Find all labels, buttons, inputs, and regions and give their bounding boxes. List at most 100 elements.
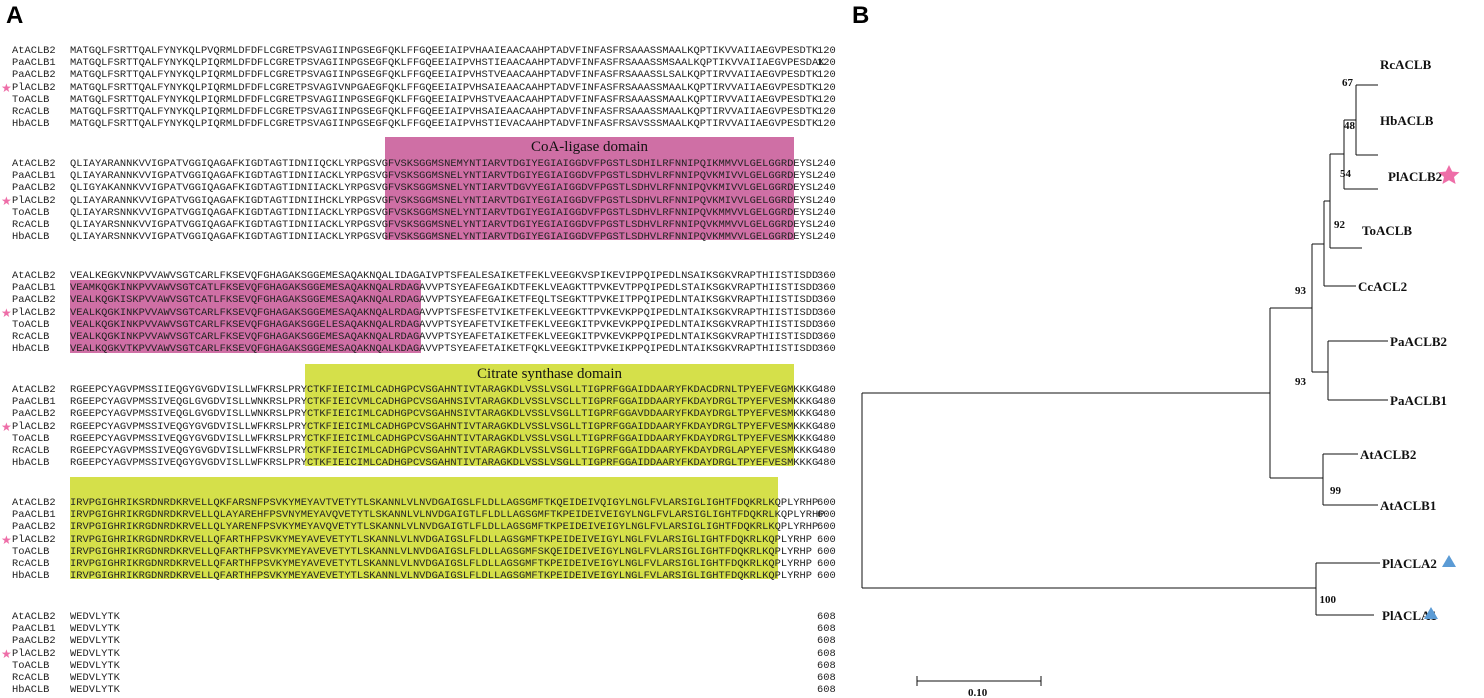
position-number: 240	[817, 206, 836, 219]
panel-label-b: B	[852, 2, 870, 29]
sequence-name: PaACLB1	[12, 623, 56, 636]
sequence-name: RcACLB	[12, 106, 50, 118]
position-number: 600	[817, 521, 836, 534]
sequence-name: PaACLB1	[12, 282, 56, 295]
sequence-name: ToACLB	[12, 206, 50, 219]
sequence-name: AtACLB2	[12, 270, 56, 282]
position-number: 120	[817, 93, 836, 106]
sequence-name: AtACLB2	[12, 497, 56, 509]
leaf-label: PlACLB2	[1388, 169, 1442, 184]
sequence-name: AtACLB2	[12, 45, 56, 57]
sequence-name: HbACLB	[12, 684, 50, 697]
bootstrap-value: 93	[1295, 285, 1307, 297]
sequence-row: VEALKQGKVTKPVVAWVSGTCARLFKSEVQFGHAGAKSGG…	[70, 343, 819, 356]
sequence-name: RcACLB	[12, 445, 50, 457]
sequence-name: PaACLB2	[12, 182, 56, 195]
sequence-row: IRVPGIGHRIKRGDNRDKRVELLQFARTHFPSVKYMEYAV…	[70, 533, 813, 546]
sequence-name: PlACLB2	[12, 306, 56, 319]
sequence-name: ToACLB	[12, 659, 50, 672]
sequence-row: MATGQLFSRTTQALFYNYKQLPIQRMLDFDFLCGRETPSV…	[70, 106, 819, 118]
position-number: 480	[817, 432, 836, 445]
sequence-name: PaACLB2	[12, 635, 56, 648]
star-icon	[1438, 165, 1460, 184]
sequence-name: RcACLB	[12, 219, 50, 231]
leaf-label: AtACLB1	[1380, 498, 1436, 513]
star-icon: ★	[1, 80, 12, 95]
leaf-label: CcACL2	[1358, 279, 1407, 294]
sequence-row: WEDVLYTK	[70, 623, 120, 636]
sequence-name: PlACLB2	[12, 420, 56, 433]
citrate-synthase-domain-box-2	[70, 477, 778, 579]
sequence-row: VEALKQGKISKPVVAWVSGTCATLFKSEVQFGHAGAKSGG…	[70, 294, 819, 307]
position-number: 240	[817, 182, 836, 195]
position-number: 480	[817, 408, 836, 421]
sequence-row: QLIAYARANNKVVIGPATVGGIQAGAFKIGDTAGTIDNII…	[70, 158, 819, 170]
sequence-row: MATGQLFSRTTQALFYNYKQLPIQRMLDFDFLCGRETPSV…	[70, 93, 819, 106]
bootstrap-value: 67	[1342, 77, 1354, 89]
position-number: 360	[817, 306, 836, 319]
sequence-name: ToACLB	[12, 93, 50, 106]
position-number: 120	[817, 118, 836, 131]
position-number: 240	[817, 158, 836, 170]
scale-bar-label: 0.10	[968, 687, 988, 698]
sequence-name: ToACLB	[12, 432, 50, 445]
bootstrap-value: 93	[1295, 376, 1307, 388]
sequence-name: ToACLB	[12, 545, 50, 558]
sequence-row: WEDVLYTK	[70, 611, 120, 623]
sequence-name: AtACLB2	[12, 611, 56, 623]
position-number: 480	[817, 457, 836, 470]
sequence-name: HbACLB	[12, 231, 50, 244]
sequence-row: WEDVLYTK	[70, 647, 120, 660]
sequence-row: QLIAYARANNKVVIGPATVGGIQAGAFKIGDTAGTIDNII…	[70, 194, 819, 207]
sequence-row: VEALKQGKINKPVVAWVSGTCARLFKSEVQFGHAGAKSGG…	[70, 306, 819, 319]
position-number: 600	[817, 570, 836, 583]
sequence-name: PaACLB2	[12, 294, 56, 307]
sequence-row: QLIAYARANNKVVIGPATVGGIQAGAFKIGDTAGTIDNII…	[70, 170, 819, 183]
sequence-row: IRVPGIGHRIKRGDNRDKRVELLQFARTHFPSVKYMEYAV…	[70, 558, 813, 570]
position-number: 608	[817, 623, 836, 636]
star-icon: ★	[1, 646, 12, 661]
position-number: 608	[817, 684, 836, 697]
sequence-row: MATGQLFSRTTQALFYNYKQLPIQRMLDFDFLCGRETPSV…	[70, 57, 825, 70]
star-icon: ★	[1, 419, 12, 434]
position-number: 120	[817, 69, 836, 82]
sequence-name: RcACLB	[12, 331, 50, 343]
sequence-row: IRVPGIGHRIKRGDNRDKRVELLQFARTHFPSVKYMEYAV…	[70, 545, 813, 558]
position-number: 608	[817, 611, 836, 623]
citrate-synthase-domain-box-1	[305, 364, 794, 466]
bootstrap-value: 48	[1344, 120, 1356, 132]
leaf-label: RcACLB	[1380, 57, 1432, 72]
position-number: 608	[817, 635, 836, 648]
sequence-row: MATGQLFSRTTQALFYNYKQLPIQRMLDFDFLCGRETPSV…	[70, 118, 819, 131]
sequence-row: IRVPGIGHRIKRGDNRDKRVELLQLAYAREHFPSVNYMEY…	[70, 509, 825, 522]
coa-ligase-domain-box-1	[385, 137, 794, 240]
position-number: 120	[817, 45, 836, 57]
sequence-name: PlACLB2	[12, 647, 56, 660]
sequence-name: PaACLB2	[12, 408, 56, 421]
sequence-row: MATGQLFSRTTQALFYNYKQLPIQRMLDFDFLCGRETPSV…	[70, 69, 819, 82]
sequence-name: PaACLB2	[12, 69, 56, 82]
sequence-row: RGEEPCYAGVPMSSIVEQGYGVGDVISLLWFKRSLPRYCT…	[70, 445, 819, 457]
position-number: 480	[817, 384, 836, 396]
position-number: 608	[817, 647, 836, 660]
position-number: 360	[817, 294, 836, 307]
leaf-label: PaACLB2	[1390, 334, 1447, 349]
position-number: 240	[817, 219, 836, 231]
sequence-name: HbACLB	[12, 118, 50, 131]
sequence-name: HbACLB	[12, 457, 50, 470]
position-number: 360	[817, 282, 836, 295]
sequence-row: MATGQLFSRTTQALFYNYKQLPIQRMLDFDFLCGRETPSV…	[70, 81, 819, 94]
leaf-label: PaACLB1	[1390, 393, 1447, 408]
star-icon: ★	[1, 193, 12, 208]
position-number: 480	[817, 396, 836, 409]
sequence-row: RGEEPCYAGVPMSSIVEQGYGVGDVISLLWFKRSLPRYCT…	[70, 420, 819, 433]
leaf-label: AtACLB2	[1360, 447, 1416, 462]
sequence-name: PaACLB1	[12, 57, 56, 70]
sequence-row: VEALKEGKVNKPVVAWVSGTCARLFKSEVQFGHAGAKSGG…	[70, 270, 819, 282]
position-number: 360	[817, 270, 836, 282]
position-number: 608	[817, 672, 836, 684]
star-icon: ★	[1, 532, 12, 547]
sequence-name: PaACLB1	[12, 396, 56, 409]
sequence-name: PaACLB1	[12, 509, 56, 522]
